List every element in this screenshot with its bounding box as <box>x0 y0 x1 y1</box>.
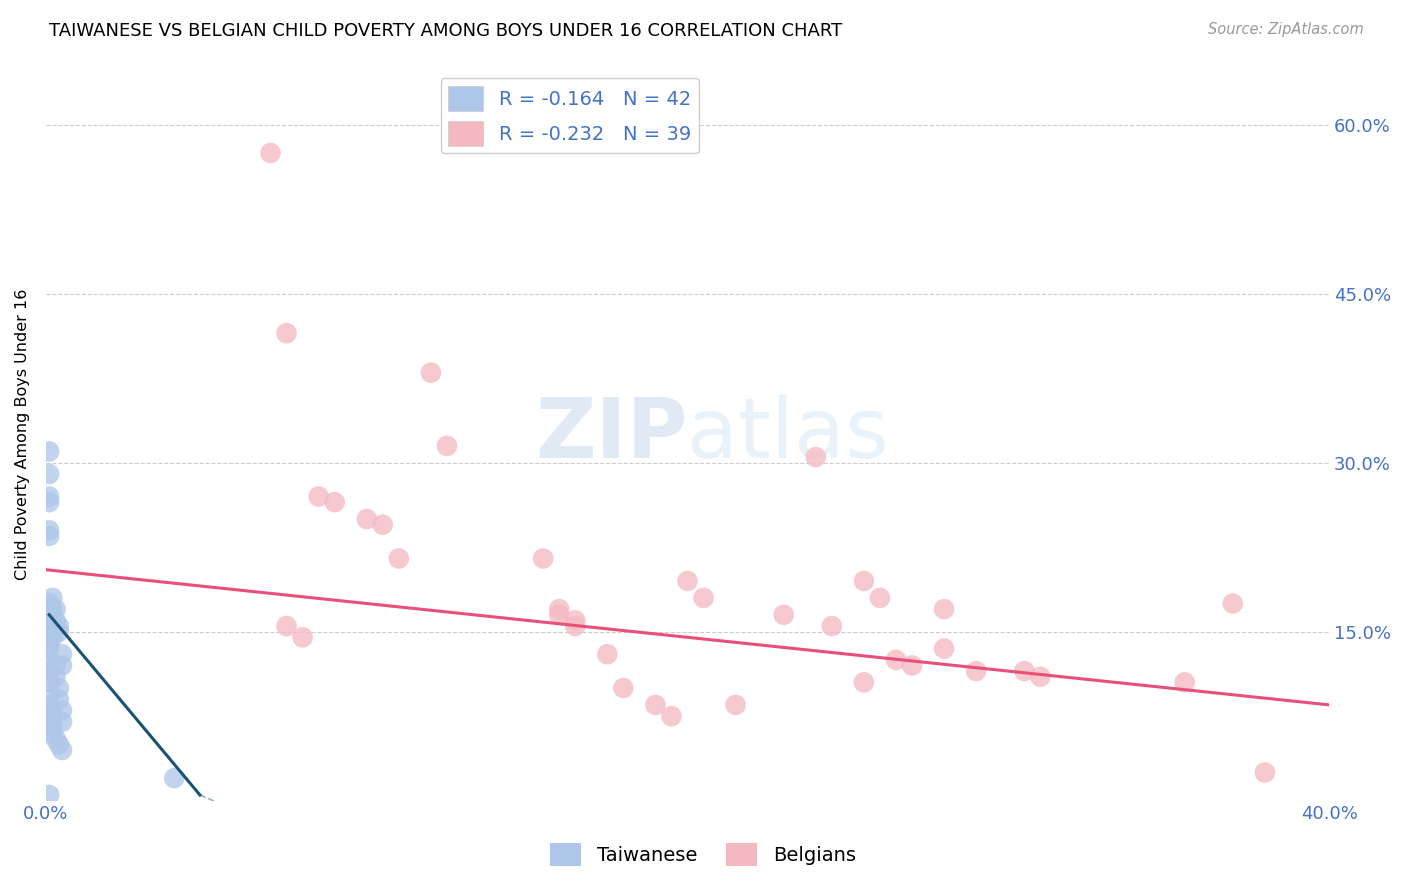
Point <box>724 698 747 712</box>
Point <box>38 698 60 712</box>
Point <box>564 614 586 628</box>
Point <box>371 517 394 532</box>
Point <box>41 704 63 718</box>
Point <box>548 607 571 622</box>
Point <box>38 641 60 656</box>
Point <box>38 653 60 667</box>
Text: atlas: atlas <box>688 394 889 475</box>
Point <box>41 619 63 633</box>
Y-axis label: Child Poverty Among Boys Under 16: Child Poverty Among Boys Under 16 <box>15 289 30 581</box>
Point <box>564 619 586 633</box>
Point <box>38 524 60 538</box>
Point <box>38 788 60 802</box>
Point <box>276 619 298 633</box>
Point <box>932 602 955 616</box>
Point <box>1014 664 1036 678</box>
Point <box>41 602 63 616</box>
Point <box>38 597 60 611</box>
Point <box>38 607 60 622</box>
Point <box>869 591 891 605</box>
Point <box>45 602 67 616</box>
Point <box>38 467 60 481</box>
Point <box>436 439 458 453</box>
Point <box>692 591 714 605</box>
Point <box>38 675 60 690</box>
Text: ZIP: ZIP <box>536 394 688 475</box>
Point <box>48 737 70 751</box>
Point <box>965 664 987 678</box>
Legend: R = -0.164   N = 42, R = -0.232   N = 39: R = -0.164 N = 42, R = -0.232 N = 39 <box>440 78 699 153</box>
Point <box>596 647 619 661</box>
Point <box>852 675 875 690</box>
Point <box>38 490 60 504</box>
Point <box>41 630 63 644</box>
Point <box>41 709 63 723</box>
Point <box>548 602 571 616</box>
Point <box>38 529 60 543</box>
Point <box>38 636 60 650</box>
Point <box>884 653 907 667</box>
Point <box>772 607 794 622</box>
Point <box>644 698 666 712</box>
Point <box>661 709 683 723</box>
Point <box>901 658 924 673</box>
Point <box>821 619 844 633</box>
Point <box>38 687 60 701</box>
Point <box>41 714 63 729</box>
Point <box>612 681 634 695</box>
Point <box>51 704 73 718</box>
Point <box>323 495 346 509</box>
Point <box>45 670 67 684</box>
Point <box>1222 597 1244 611</box>
Point <box>852 574 875 588</box>
Point <box>1174 675 1197 690</box>
Point <box>163 771 186 785</box>
Point <box>38 664 60 678</box>
Point <box>41 720 63 734</box>
Point <box>38 444 60 458</box>
Point <box>676 574 699 588</box>
Point <box>276 326 298 341</box>
Point <box>51 647 73 661</box>
Text: TAIWANESE VS BELGIAN CHILD POVERTY AMONG BOYS UNDER 16 CORRELATION CHART: TAIWANESE VS BELGIAN CHILD POVERTY AMONG… <box>49 22 842 40</box>
Point <box>388 551 411 566</box>
Point <box>308 490 330 504</box>
Point <box>291 630 314 644</box>
Point <box>1029 670 1052 684</box>
Point <box>41 726 63 740</box>
Point <box>51 658 73 673</box>
Point <box>41 591 63 605</box>
Point <box>259 146 281 161</box>
Point <box>38 624 60 639</box>
Point <box>1254 765 1277 780</box>
Legend: Taiwanese, Belgians: Taiwanese, Belgians <box>543 835 863 873</box>
Point <box>45 658 67 673</box>
Point <box>356 512 378 526</box>
Point <box>419 366 441 380</box>
Point <box>804 450 827 464</box>
Point <box>45 614 67 628</box>
Point <box>531 551 554 566</box>
Point <box>51 714 73 729</box>
Point <box>48 681 70 695</box>
Point <box>51 743 73 757</box>
Text: Source: ZipAtlas.com: Source: ZipAtlas.com <box>1208 22 1364 37</box>
Point <box>48 692 70 706</box>
Point <box>48 619 70 633</box>
Point <box>45 731 67 746</box>
Point <box>932 641 955 656</box>
Point <box>48 624 70 639</box>
Point <box>38 495 60 509</box>
